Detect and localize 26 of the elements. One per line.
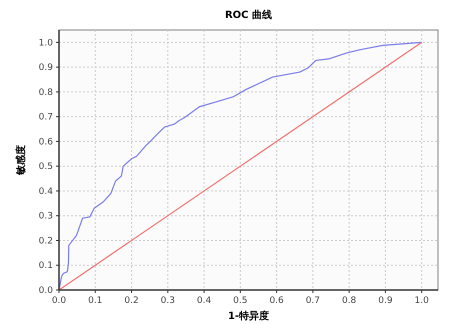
x-tick-label: 0.3	[160, 296, 175, 306]
x-tick-label: 0.8	[342, 296, 357, 306]
x-tick-label: 0.1	[88, 296, 102, 306]
y-tick-label: 0.1	[38, 261, 53, 272]
y-tick-label: 0.5	[38, 162, 53, 172]
x-tick-label: 1.0	[414, 296, 430, 306]
x-axis-title: 1-特异度	[228, 310, 270, 322]
y-tick-label: 0.2	[38, 236, 53, 246]
x-tick-label: 0.0	[52, 296, 66, 306]
x-tick-label: 0.2	[124, 296, 139, 306]
y-tick-label: 0.0	[38, 286, 54, 296]
x-tick-label: 0.6	[269, 296, 284, 306]
x-tick-label: 0.4	[196, 296, 212, 306]
y-axis-title: 敏感度	[15, 145, 27, 176]
y-tick-label: 0.3	[38, 212, 53, 222]
x-tick-label: 0.9	[378, 296, 393, 306]
y-tick-label: 0.7	[38, 112, 53, 123]
y-tick-label: 0.9	[38, 63, 54, 74]
y-tick-label: 0.4	[38, 186, 54, 197]
line-series	[58, 42, 422, 291]
x-tick-label: 0.5	[233, 296, 248, 306]
y-tick-label: 1.0	[38, 38, 54, 48]
y-tick-label: 0.6	[38, 137, 54, 148]
x-tick-label: 0.7	[306, 296, 320, 306]
chart-title: ROC 曲线	[224, 9, 272, 21]
y-tick-label: 0.8	[38, 88, 54, 98]
